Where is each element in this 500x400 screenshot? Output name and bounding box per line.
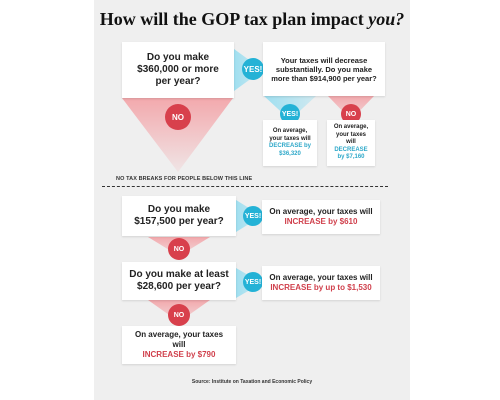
no-badge-1: NO xyxy=(165,104,191,130)
yes-badge-4: YES! xyxy=(243,272,263,292)
no-badge-2: NO xyxy=(341,104,361,124)
question-360k-box: Do you make $360,000 or more per year? xyxy=(122,42,234,98)
divider-label: NO TAX BREAKS FOR PEOPLE BELOW THIS LINE xyxy=(116,176,253,182)
answer-decrease-7160: On average, your taxes will DECREASE by $… xyxy=(327,120,375,166)
no-badge-4: NO xyxy=(168,304,190,326)
yes-badge-3: YES! xyxy=(243,206,263,226)
answer-decrease-36320: On average, your taxes will DECREASE by $… xyxy=(263,120,317,166)
no-funnel-large xyxy=(122,98,233,172)
answer-increase-790: On average, your taxes will INCREASE by $… xyxy=(122,326,236,364)
no-badge-3: NO xyxy=(168,238,190,260)
source-note: Source: Institute on Taxation and Econom… xyxy=(191,379,313,385)
question-28k-box: Do you make at least $28,600 per year? xyxy=(122,262,236,300)
question-914k-box: Your taxes will decrease substantially. … xyxy=(263,42,385,96)
answer-increase-610: On average, your taxes will INCREASE by $… xyxy=(262,200,380,234)
question-157k-box: Do you make $157,500 per year? xyxy=(122,196,236,236)
page-title: How will the GOP tax plan impact you? xyxy=(99,9,405,29)
yes-badge-2: YES! xyxy=(280,104,300,124)
divider-line xyxy=(102,186,388,187)
answer-increase-1530: On average, your taxes will INCREASE by u… xyxy=(262,266,380,300)
yes-badge-1: YES! xyxy=(242,58,264,80)
